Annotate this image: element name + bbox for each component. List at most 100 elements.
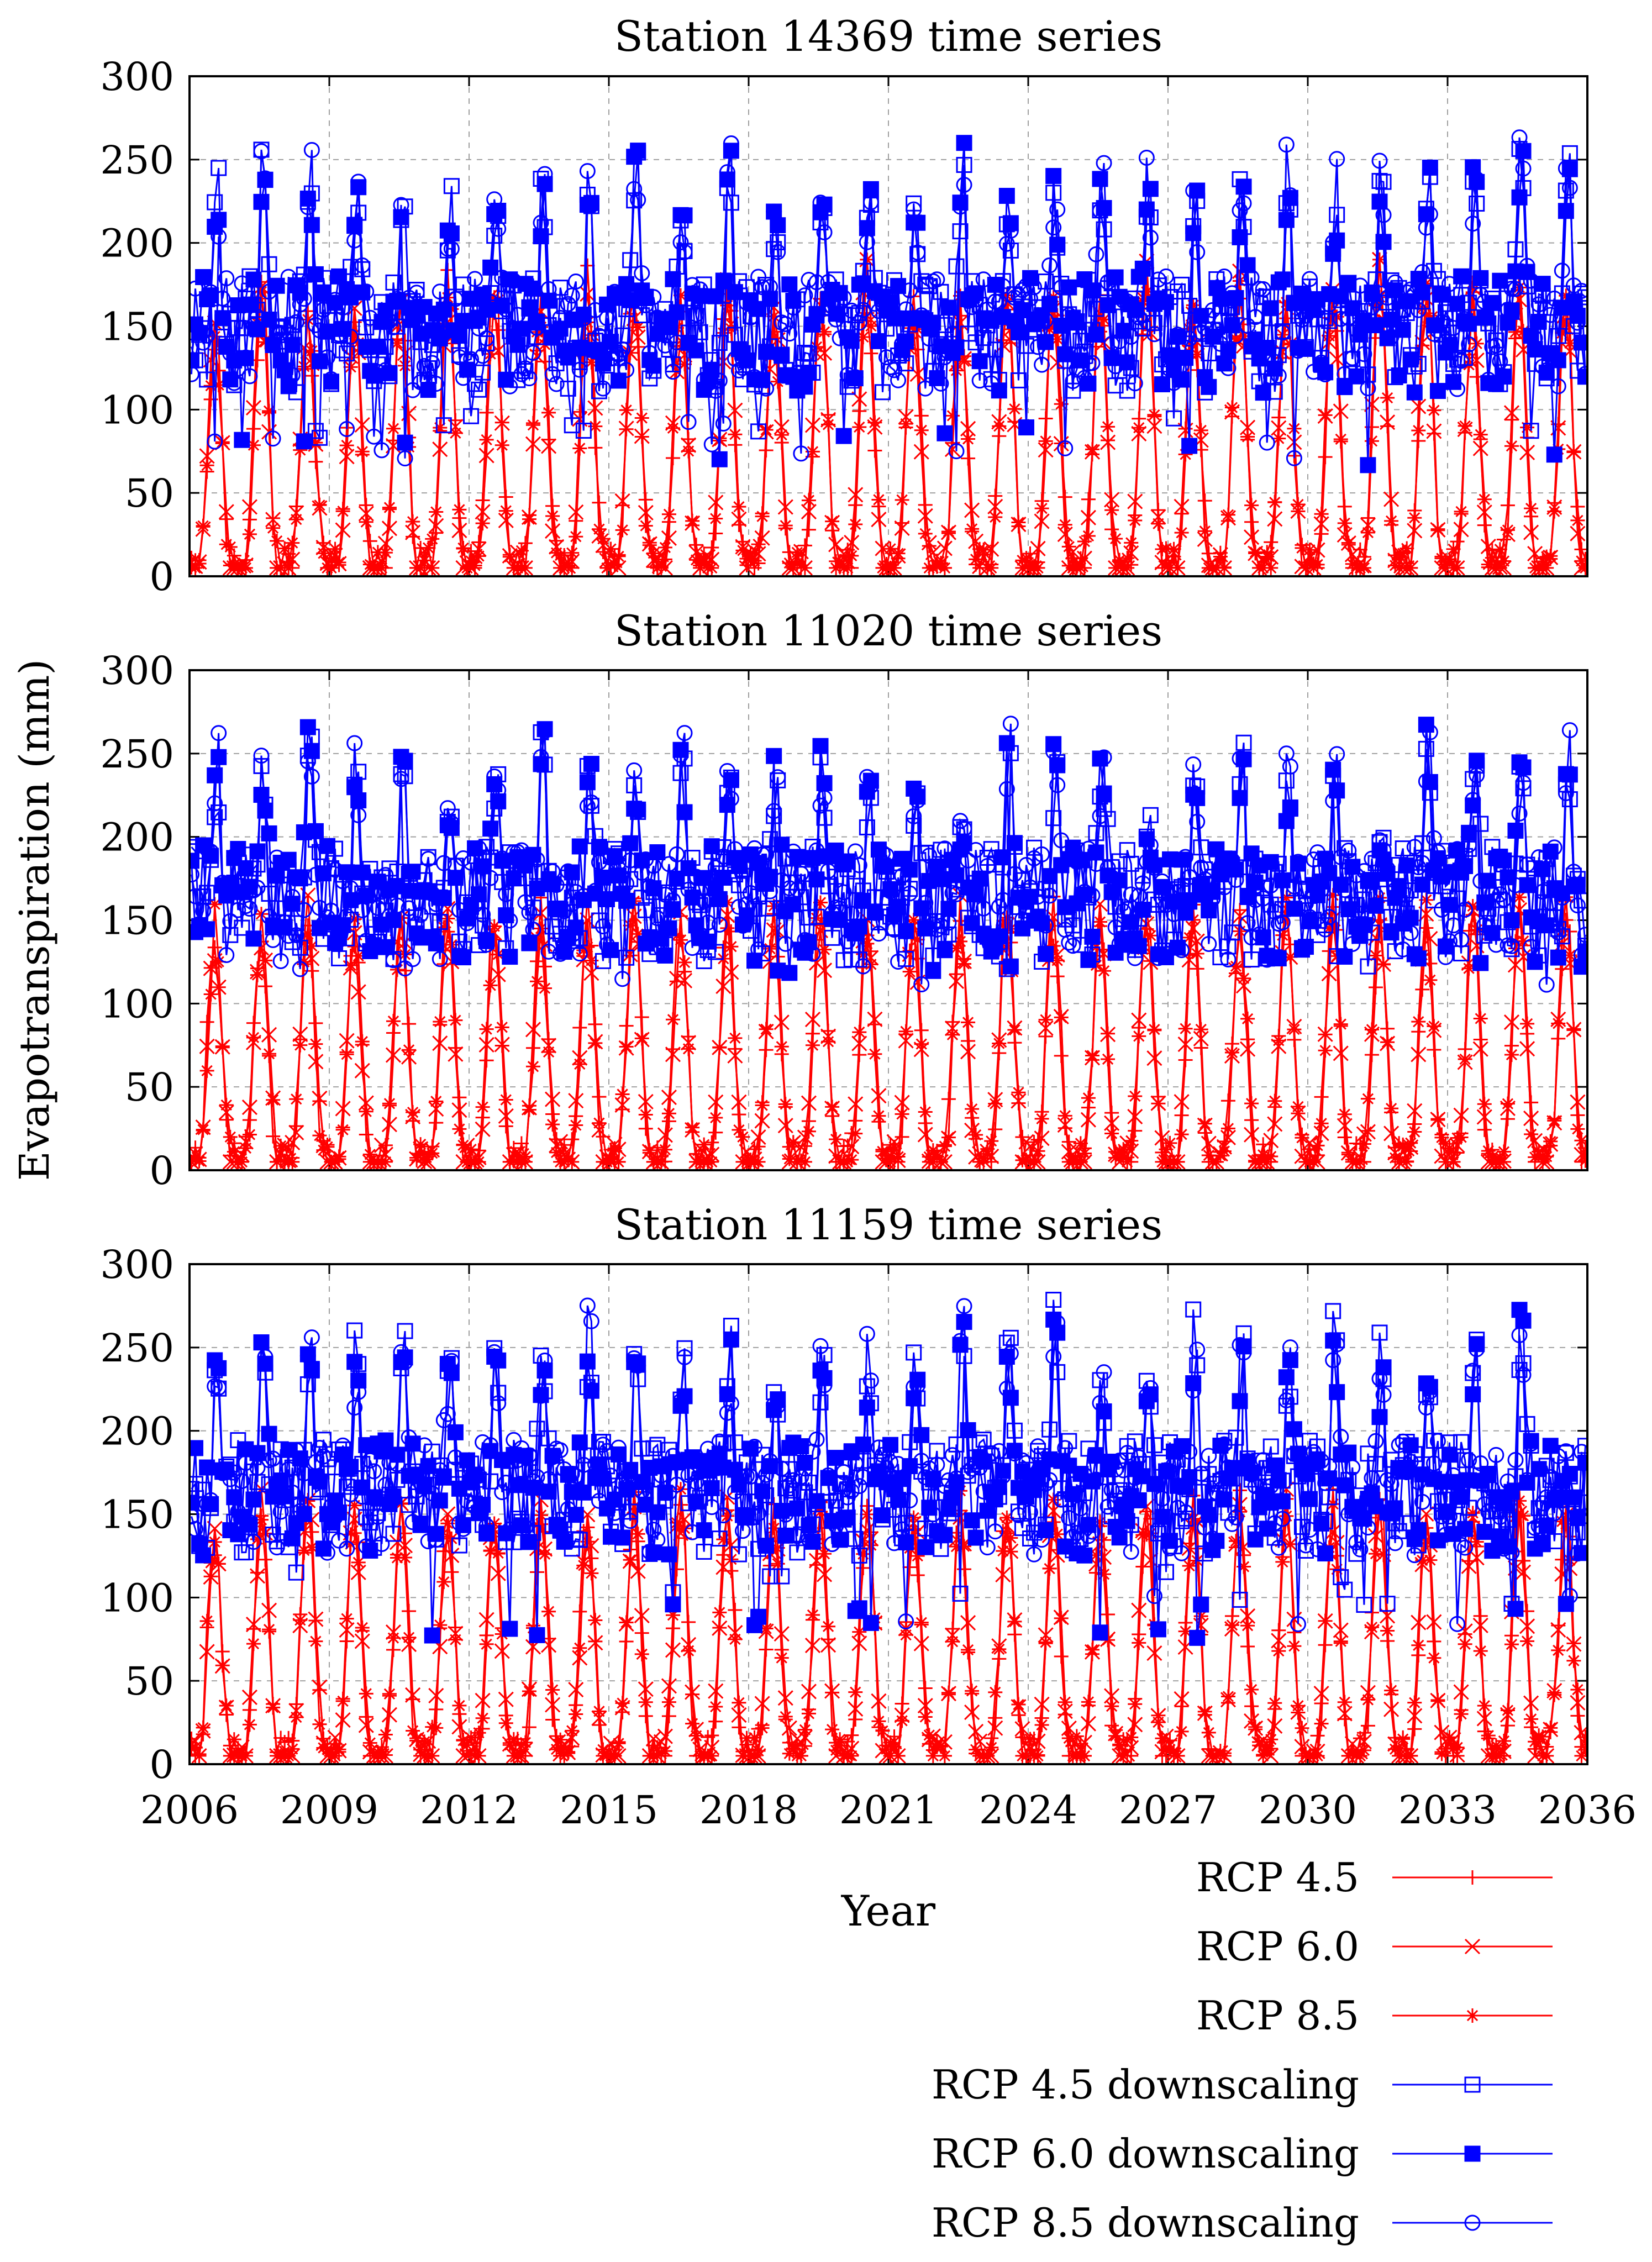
data-point [1244, 1127, 1260, 1143]
data-point [1267, 511, 1283, 527]
data-point [1507, 281, 1524, 297]
data-point [1476, 917, 1493, 933]
data-point [1030, 339, 1046, 355]
data-point [190, 888, 204, 904]
data-point [1375, 173, 1392, 190]
data-point [622, 252, 639, 269]
data-point [895, 1107, 909, 1122]
data-point [948, 258, 965, 275]
data-point [1034, 501, 1049, 516]
data-point [1530, 296, 1547, 313]
y-tick-label: 50 [125, 1065, 174, 1110]
data-point [945, 1027, 960, 1042]
data-point [1041, 296, 1058, 312]
data-point [195, 903, 212, 919]
data-point [358, 283, 375, 300]
data-point [370, 899, 386, 916]
data-point [727, 284, 743, 301]
data-point [1015, 1730, 1030, 1745]
data-point [327, 861, 344, 878]
data-point [277, 541, 292, 556]
data-point [1500, 1096, 1515, 1111]
data-point [724, 939, 739, 954]
data-point [1349, 559, 1364, 574]
data-point [902, 885, 918, 902]
data-point [1340, 901, 1357, 918]
data-point [603, 1735, 619, 1751]
data-point [828, 536, 844, 553]
data-point [420, 850, 436, 867]
data-point [1387, 274, 1403, 291]
data-point [864, 319, 878, 334]
data-point [307, 266, 324, 282]
data-point [285, 535, 300, 550]
data-point [1554, 928, 1570, 945]
data-point [1485, 550, 1500, 565]
data-point [1554, 262, 1570, 279]
data-point [1197, 493, 1212, 508]
data-point [1527, 953, 1543, 970]
data-point [848, 1096, 864, 1112]
data-point [1243, 929, 1260, 946]
data-point [996, 918, 1011, 933]
data-point [1441, 276, 1458, 292]
data-point [778, 518, 793, 533]
data-point [937, 1139, 952, 1154]
data-point [941, 524, 956, 539]
data-point [1045, 744, 1062, 760]
data-point [738, 294, 755, 311]
data-point [1406, 384, 1423, 401]
data-point [1104, 1126, 1119, 1141]
data-point [851, 857, 867, 874]
data-point [1337, 515, 1352, 530]
data-point [669, 846, 685, 862]
data-point [506, 870, 522, 887]
data-point [665, 271, 681, 287]
data-point [482, 294, 499, 311]
data-point [835, 290, 852, 306]
data-point [750, 269, 767, 285]
data-point [1178, 1021, 1193, 1036]
data-point [429, 1094, 444, 1109]
data-point [614, 971, 631, 987]
data-point [1185, 756, 1202, 773]
data-point [1166, 541, 1181, 556]
data-point [1256, 1148, 1271, 1162]
data-point [587, 302, 603, 318]
data-point [351, 949, 366, 964]
data-point [801, 522, 816, 537]
data-point [1500, 523, 1515, 538]
data-point [1217, 1144, 1232, 1159]
data-point [301, 927, 315, 941]
data-point [471, 549, 486, 564]
data-point [1407, 511, 1422, 525]
data-point [870, 925, 887, 942]
data-point [607, 849, 623, 866]
data-point [909, 244, 926, 261]
data-point [715, 870, 732, 886]
data-point [991, 293, 1007, 310]
data-point [948, 886, 965, 902]
data-point [665, 892, 681, 909]
data-point [1558, 785, 1574, 801]
data-point [1550, 949, 1566, 966]
data-point [478, 1612, 494, 1628]
data-point [971, 871, 988, 887]
data-point [439, 240, 456, 257]
data-point [1150, 271, 1166, 288]
data-point [487, 919, 502, 934]
data-point [598, 937, 615, 953]
data-point [540, 281, 557, 297]
data-point [544, 366, 561, 382]
data-point [366, 560, 381, 575]
data-point [890, 372, 907, 388]
data-point [565, 545, 580, 560]
data-point [1430, 522, 1445, 536]
data-point [1547, 504, 1562, 519]
data-point [983, 375, 999, 392]
data-point [1453, 932, 1470, 948]
data-point [1290, 343, 1306, 359]
series-layer [190, 716, 1587, 1170]
data-point [711, 451, 728, 467]
data-point [1243, 269, 1260, 286]
